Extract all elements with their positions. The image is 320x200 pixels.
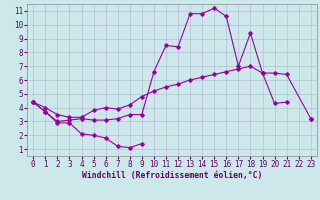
X-axis label: Windchill (Refroidissement éolien,°C): Windchill (Refroidissement éolien,°C) [82, 171, 262, 180]
